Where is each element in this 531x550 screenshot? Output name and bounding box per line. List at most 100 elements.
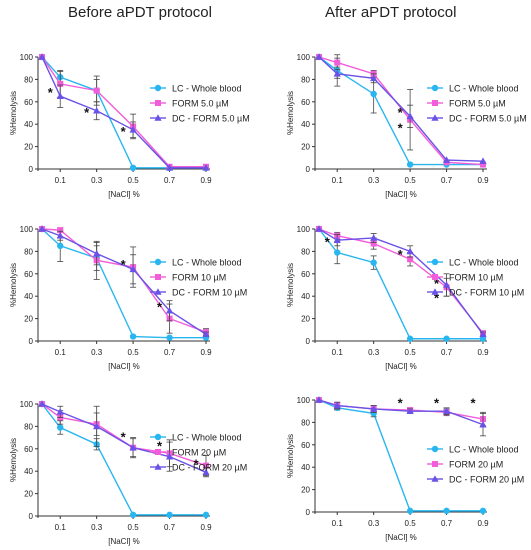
legend-label: DC - FORM 5.0 µM [449, 114, 527, 124]
chart-panel-5: 0 20 40 60 80 100 0.1 0.3 0.5 0.7 0.9 [NaCl] % %Hemo… [9, 400, 247, 546]
y-tick-label: 0 [306, 508, 311, 517]
series-line [41, 56, 206, 169]
column-title-after: After aPDT protocol [325, 4, 457, 21]
series-line [41, 403, 207, 467]
significance-asterisk: * [121, 257, 127, 272]
x-tick-label: 0.5 [405, 176, 417, 185]
significance-asterisk: * [48, 85, 54, 100]
significance-asterisk: * [470, 395, 476, 410]
data-point [443, 507, 450, 515]
y-axis-label: %Hemolysis [286, 434, 295, 478]
significance-asterisk: * [434, 276, 440, 291]
data-point [93, 249, 101, 257]
y-tick-label: 20 [301, 315, 310, 324]
legend-marker [154, 288, 162, 295]
legend-label: FORM 5.0 µM [172, 99, 229, 109]
x-tick-label: 0.7 [441, 348, 453, 357]
chart-panel-3: 0 20 40 60 80 100 0.1 0.3 0.5 0.7 0.9 [NaCl] % %Hemo… [9, 225, 247, 371]
chart-panel-2: 0 20 40 60 80 100 0.1 0.3 0.5 0.7 0.9 [NaCl] % %Hemo… [286, 53, 527, 199]
legend-label: DC - FORM 10 µM [449, 288, 524, 298]
x-tick-label: 0.1 [55, 176, 67, 185]
series-line [318, 399, 484, 426]
legend-marker [431, 288, 439, 295]
x-tick-label: 0.1 [55, 523, 67, 532]
data-point [165, 452, 174, 460]
chart-panel-4: 0 20 40 60 80 100 0.1 0.3 0.5 0.7 0.9 [NaCl] % %Hemo… [286, 225, 524, 371]
y-tick-label: 100 [297, 53, 311, 62]
data-point [442, 156, 451, 163]
y-tick-label: 40 [301, 463, 310, 472]
data-point [57, 242, 64, 249]
legend-label: LC - Whole blood [449, 84, 519, 94]
series-line [41, 56, 206, 169]
legend-marker [155, 274, 161, 280]
data-point [93, 422, 101, 430]
series-line [318, 228, 483, 340]
y-tick-label: 60 [301, 441, 310, 450]
y-tick-label: 100 [20, 53, 34, 62]
significance-asterisk: * [193, 456, 199, 471]
data-point [370, 90, 377, 98]
x-tick-label: 0.9 [477, 348, 489, 357]
legend-label: FORM 10 µM [449, 273, 503, 283]
data-point [93, 87, 100, 94]
y-tick-label: 100 [20, 225, 34, 234]
y-tick-label: 0 [306, 337, 311, 346]
x-tick-label: 0.5 [128, 523, 140, 532]
y-tick-label: 60 [24, 98, 33, 107]
data-point [333, 70, 341, 77]
data-point [406, 247, 414, 255]
legend-label: DC - FORM 20 µM [172, 463, 247, 473]
x-axis-label: [NaCl] % [385, 190, 417, 199]
data-point [129, 333, 137, 340]
significance-asterisk: * [434, 395, 440, 410]
data-point [442, 407, 451, 414]
x-axis-label: [NaCl] % [385, 362, 417, 371]
y-tick-label: 40 [24, 120, 33, 129]
data-point [203, 462, 209, 469]
legend-marker [431, 114, 439, 121]
x-tick-label: 0.9 [477, 519, 489, 528]
significance-asterisk: * [157, 439, 163, 454]
legend-marker [432, 274, 438, 280]
significance-asterisk: * [434, 290, 440, 305]
data-point [56, 92, 64, 99]
x-tick-label: 0.5 [405, 348, 417, 357]
y-tick-label: 80 [24, 75, 33, 84]
significance-asterisk: * [121, 430, 127, 445]
data-point [370, 74, 378, 82]
y-tick-label: 60 [301, 98, 310, 107]
data-point [406, 112, 414, 120]
x-tick-label: 0.7 [441, 519, 453, 528]
series-line [41, 228, 207, 333]
chart-panel-6: 0 20 40 60 80 100 0.1 0.3 0.5 0.7 0.9 [NaCl] % %Hemo… [286, 395, 524, 542]
x-tick-label: 0.3 [368, 348, 380, 357]
legend-label: FORM 10 µM [172, 273, 226, 283]
legend-label: FORM 20 µM [449, 460, 503, 470]
y-tick-label: 40 [301, 292, 310, 301]
data-point [57, 80, 64, 87]
data-point [334, 249, 341, 256]
legend-label: LC - Whole blood [172, 84, 242, 94]
data-point [443, 335, 450, 342]
x-tick-label: 0.5 [128, 176, 140, 185]
data-point [479, 157, 487, 164]
data-point [370, 259, 377, 266]
legend-marker [432, 100, 438, 106]
x-tick-label: 0.3 [91, 176, 103, 185]
data-point [406, 407, 414, 414]
x-tick-label: 0.1 [332, 348, 344, 357]
legend-marker [154, 433, 162, 441]
data-point [406, 161, 414, 168]
legend-marker [431, 445, 439, 453]
y-tick-label: 100 [297, 396, 311, 405]
column-title-before: Before aPDT protocol [68, 4, 212, 21]
significance-asterisk: * [398, 395, 404, 410]
y-tick-label: 80 [301, 418, 310, 427]
significance-asterisk: * [84, 105, 90, 120]
data-point [407, 256, 414, 263]
y-tick-label: 80 [301, 75, 310, 84]
x-tick-label: 0.3 [91, 348, 103, 357]
legend-label: LC - Whole blood [172, 433, 242, 443]
